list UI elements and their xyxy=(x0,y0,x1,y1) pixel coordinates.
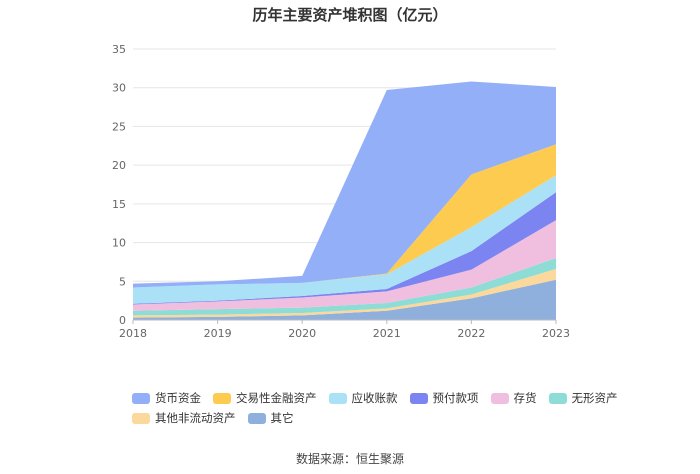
x-tick-label: 2021 xyxy=(373,327,401,340)
legend-item[interactable]: 其它 xyxy=(247,410,294,426)
legend-swatch xyxy=(247,412,266,424)
legend-swatch xyxy=(132,412,150,424)
legend-label: 应收账款 xyxy=(351,391,398,405)
area-series xyxy=(133,81,556,320)
legend-swatch xyxy=(548,392,567,404)
legend-item[interactable]: 应收账款 xyxy=(328,390,398,406)
legend-swatch xyxy=(132,392,150,404)
legend-label: 其他非流动资产 xyxy=(155,411,236,425)
area-series xyxy=(133,81,556,288)
legend-item[interactable]: 无形资产 xyxy=(548,390,618,406)
area-series xyxy=(133,220,556,311)
legend-item[interactable]: 其他非流动资产 xyxy=(132,410,236,426)
legend-label: 预付款项 xyxy=(432,391,479,405)
legend-swatch xyxy=(328,392,347,404)
legend-label: 无形资产 xyxy=(571,391,618,405)
legend-swatch xyxy=(490,392,509,404)
legend-label: 其它 xyxy=(270,411,294,425)
legend-swatch xyxy=(409,392,428,404)
area-series xyxy=(133,279,556,320)
area-series xyxy=(133,144,556,288)
legend-item[interactable]: 预付款项 xyxy=(409,390,479,406)
legend-item[interactable]: 交易性金融资产 xyxy=(213,390,317,406)
x-axis: 2018 2019 2020 2021 2022 2023 xyxy=(119,319,570,340)
data-source: 数据来源：恒生聚源 xyxy=(295,452,404,466)
stacked-area-chart: 2018 2019 2020 2021 2022 2023 0 5 10 15 20 25 30 35 xyxy=(112,43,570,340)
y-tick-label: 20 xyxy=(112,159,126,172)
area-series xyxy=(133,175,556,304)
y-tick-label: 35 xyxy=(112,43,126,56)
legend-label: 货币资金 xyxy=(155,391,201,405)
legend-label: 存货 xyxy=(513,391,537,405)
x-tick-label: 2019 xyxy=(204,327,232,340)
legend: 货币资金 交易性金融资产 应收账款 预付款项 存货 无形资产 其他非流动资产 其它 xyxy=(132,389,618,429)
legend-label: 交易性金融资产 xyxy=(236,391,317,405)
y-axis: 0 5 10 15 20 25 30 35 xyxy=(112,43,126,327)
x-tick-label: 2020 xyxy=(288,327,316,340)
y-tick-label: 5 xyxy=(119,275,126,288)
y-tick-label: 25 xyxy=(112,120,126,133)
y-tick-label: 30 xyxy=(112,82,126,95)
y-tick-label: 15 xyxy=(112,198,126,211)
y-tick-label: 10 xyxy=(112,237,126,250)
y-tick-label: 0 xyxy=(119,314,126,327)
x-tick-label: 2023 xyxy=(542,327,570,340)
legend-swatch xyxy=(213,392,231,404)
x-tick-label: 2022 xyxy=(457,327,485,340)
chart-title: 历年主要资产堆积图（亿元） xyxy=(252,6,448,24)
legend-item[interactable]: 货币资金 xyxy=(132,390,201,406)
x-tick-label: 2018 xyxy=(119,327,147,340)
legend-item[interactable]: 存货 xyxy=(490,390,537,406)
